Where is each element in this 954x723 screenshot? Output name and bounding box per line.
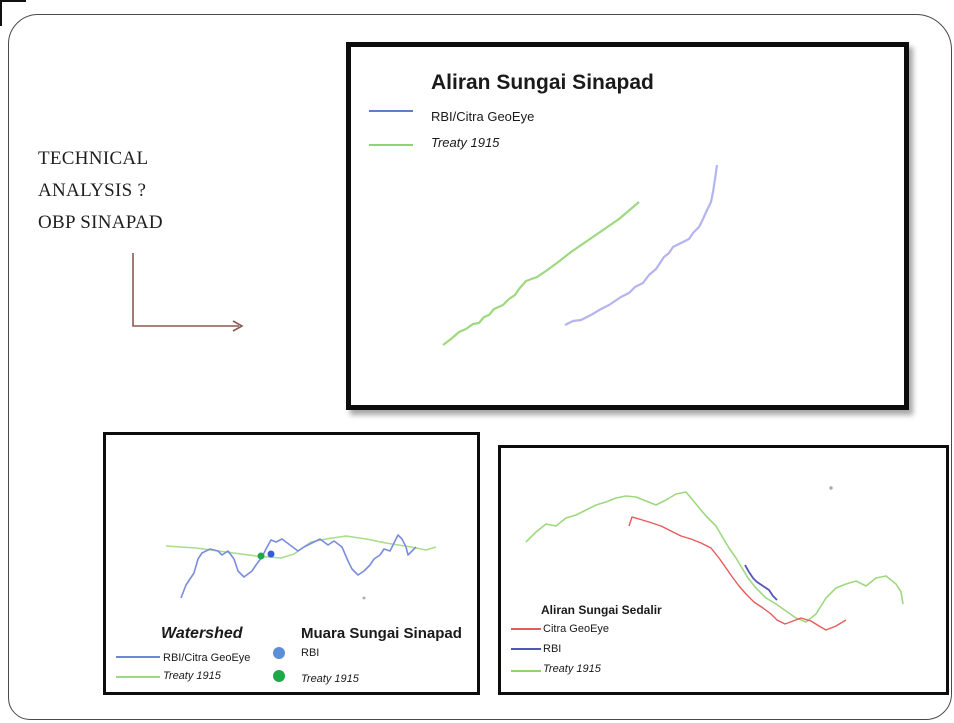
map-panel-sedalir: Aliran Sungai Sedalir Citra GeoEye RBI T… bbox=[498, 445, 949, 695]
legend-swatch-treaty bbox=[116, 676, 160, 678]
legend-swatch-rbi bbox=[511, 648, 541, 650]
slide-frame bbox=[8, 14, 952, 720]
legend-label-rbi: RBI bbox=[543, 643, 562, 655]
title-line-2: ANALYSIS ? bbox=[38, 180, 147, 201]
elbow-arrow-icon bbox=[132, 253, 244, 332]
legend-swatch-rbi bbox=[116, 656, 160, 658]
map-panel-watershed: Watershed RBI/Citra GeoEye Treaty 1915 M… bbox=[103, 432, 480, 695]
citra-geoeye-line-sedalir bbox=[628, 516, 847, 631]
slide-corner-mark bbox=[0, 0, 26, 26]
sedalir-map bbox=[525, 486, 904, 631]
map-title: Aliran Sungai Sinapad bbox=[431, 71, 654, 94]
slide-title: TECHNICAL ANALYSIS ? OBP SINAPAD bbox=[38, 143, 163, 239]
estuary-title: Muara Sungai Sinapad bbox=[301, 625, 462, 642]
legend-swatch-treaty bbox=[511, 670, 541, 672]
map-marker-dot bbox=[829, 486, 833, 490]
estuary-point-rbi bbox=[267, 550, 275, 558]
rbi-line-sedalir bbox=[744, 564, 778, 601]
legend-label-rbi: RBI/Citra GeoEye bbox=[163, 652, 251, 664]
rbi-river-line bbox=[564, 164, 719, 326]
watershed-title: Watershed bbox=[161, 625, 243, 642]
legend-dot-rbi bbox=[273, 647, 285, 659]
legend-label-citra: Citra GeoEye bbox=[543, 623, 610, 635]
legend-label-treaty: Treaty 1915 bbox=[543, 663, 601, 675]
sedalir-title: Aliran Sungai Sedalir bbox=[541, 603, 662, 617]
estuary-legend-label-rbi: RBI bbox=[301, 647, 320, 659]
legend-swatch-rbi bbox=[369, 110, 413, 112]
river-map bbox=[442, 164, 719, 346]
legend-label-rbi: RBI/Citra GeoEye bbox=[431, 109, 535, 124]
legend-label-treaty: Treaty 1915 bbox=[163, 670, 221, 682]
map-marker-dot bbox=[362, 596, 366, 600]
legend-swatch-treaty bbox=[369, 144, 413, 146]
legend-swatch-citra bbox=[511, 628, 541, 630]
map-panel-sinapad-flow: Aliran Sungai Sinapad RBI/Citra GeoEye T… bbox=[346, 42, 909, 410]
treaty-1915-river-line bbox=[442, 201, 640, 346]
legend-dot-treaty bbox=[273, 670, 285, 682]
estuary-point-treaty bbox=[257, 552, 265, 560]
treaty-1915-line-sedalir bbox=[525, 491, 904, 623]
title-line-3: OBP SINAPAD bbox=[38, 212, 163, 233]
rbi-line-watershed bbox=[180, 534, 417, 599]
title-line-1: TECHNICAL bbox=[38, 148, 149, 169]
legend-label-treaty: Treaty 1915 bbox=[431, 135, 500, 150]
estuary-legend-label-treaty: Treaty 1915 bbox=[301, 673, 359, 685]
watershed-map bbox=[165, 534, 437, 600]
